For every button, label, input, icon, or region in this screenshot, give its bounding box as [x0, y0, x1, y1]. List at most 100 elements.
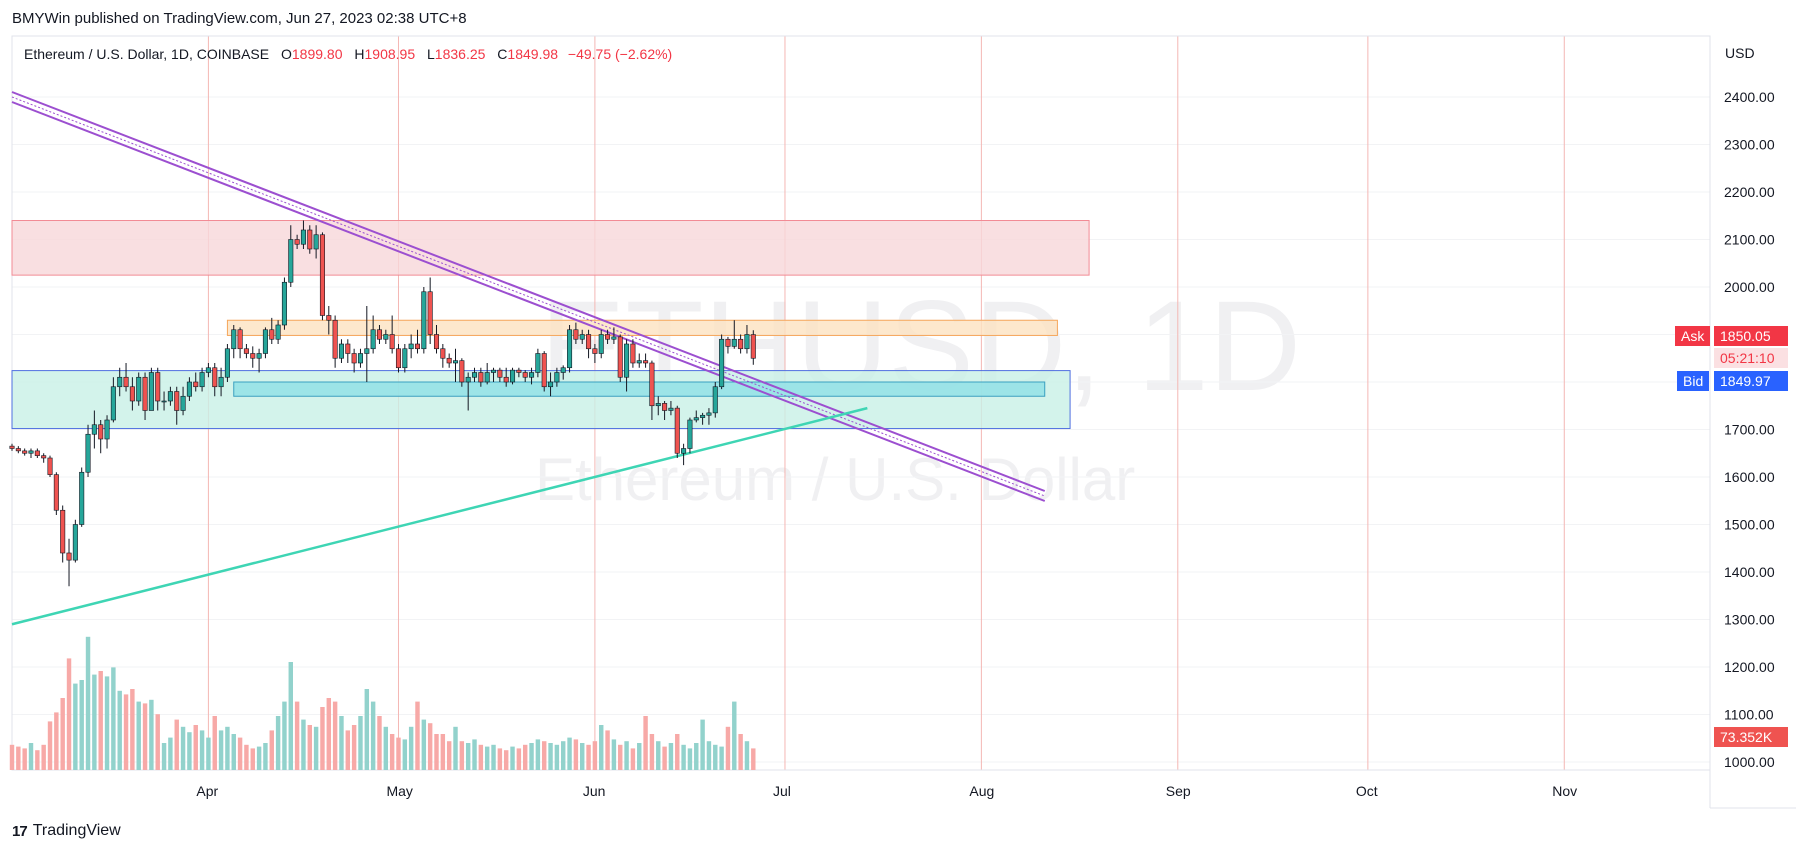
- candle-body: [655, 403, 661, 407]
- x-tick-label: Sep: [1166, 783, 1191, 799]
- volume-bar: [60, 698, 65, 770]
- volume-bar: [548, 743, 553, 770]
- candle-body: [193, 381, 199, 388]
- volume-bar: [35, 750, 40, 770]
- candle-body: [630, 343, 636, 364]
- candle-body: [231, 329, 237, 350]
- volume-bar: [618, 744, 623, 770]
- volume-bar: [656, 741, 661, 770]
- countdown-tag: 05:21:10: [1714, 348, 1788, 368]
- bid-label-tag: Bid: [1677, 371, 1710, 391]
- symbol-label[interactable]: Ethereum / U.S. Dollar, 1D, COINBASE: [24, 46, 270, 62]
- candle-body: [148, 372, 154, 411]
- candle-body: [91, 424, 97, 435]
- volume-bar: [282, 701, 287, 770]
- volume-bar: [98, 671, 103, 770]
- volume-bar: [522, 744, 528, 770]
- candle-body: [47, 457, 53, 475]
- y-tick-label: 2000.00: [1724, 279, 1775, 295]
- volume-bar: [706, 741, 712, 770]
- volume-bar: [307, 725, 313, 770]
- candle-body: [662, 403, 668, 411]
- candle-body: [332, 319, 338, 359]
- x-tick-label: Oct: [1356, 783, 1378, 799]
- volume-bar: [472, 739, 477, 770]
- candle-body: [681, 448, 687, 454]
- volume-bar: [541, 741, 547, 770]
- volume-bar: [206, 737, 211, 770]
- bid-price-tag: 1849.97: [1714, 371, 1788, 391]
- volume-bar: [592, 741, 598, 770]
- candle-body: [15, 448, 21, 452]
- candle-body: [72, 524, 78, 561]
- change-value: −49.75 (−2.62%): [567, 46, 673, 62]
- volume-bar: [738, 734, 743, 770]
- candle-body: [294, 239, 300, 245]
- volume-bar: [351, 725, 357, 770]
- volume-bar: [415, 701, 420, 770]
- volume-bar: [630, 748, 636, 770]
- volume-bar: [751, 748, 756, 770]
- candle-body: [731, 338, 737, 347]
- candle-body: [205, 367, 211, 373]
- volume-bar: [725, 726, 731, 770]
- volume-bar: [104, 676, 110, 770]
- candle-body: [376, 329, 382, 340]
- candle-body: [345, 343, 351, 354]
- candle-body: [567, 329, 573, 369]
- volume-bar: [484, 746, 490, 770]
- candle-body: [478, 372, 484, 383]
- volume-bar: [130, 689, 135, 770]
- candle-body: [9, 445, 15, 449]
- candle-body: [256, 353, 262, 359]
- volume-bar: [599, 725, 604, 770]
- volume-bar: [313, 726, 319, 770]
- candle-body: [34, 450, 40, 456]
- volume-bar: [580, 743, 585, 770]
- candle-body: [693, 417, 699, 421]
- candle-body: [262, 329, 268, 354]
- candle-body: [370, 329, 376, 350]
- volume-bar: [434, 734, 439, 770]
- candle-body: [624, 343, 630, 378]
- volume-bar: [510, 746, 515, 770]
- volume-bar: [358, 716, 363, 770]
- candle-body: [459, 360, 465, 383]
- candle-body: [497, 369, 503, 378]
- volume-bar: [250, 748, 255, 770]
- candle-body: [605, 334, 611, 340]
- y-tick-label: 1400.00: [1724, 564, 1775, 580]
- candle-body: [85, 433, 91, 473]
- candle-body: [313, 234, 319, 250]
- volume-bar: [744, 741, 750, 770]
- volume-bar: [567, 737, 572, 770]
- candle-body: [104, 419, 110, 440]
- published-header: BMYWin published on TradingView.com, Jun…: [12, 10, 467, 27]
- volume-bar: [320, 707, 325, 770]
- volume-bar: [275, 716, 281, 770]
- candle-body: [199, 372, 205, 388]
- candle-body: [161, 400, 167, 403]
- volume-bar: [586, 744, 591, 770]
- volume-bar: [187, 732, 192, 770]
- y-tick-label: 1700.00: [1724, 422, 1775, 438]
- channel-line-lower: [11, 101, 1046, 502]
- candle-body: [433, 334, 440, 350]
- close-value: 1849.98: [507, 46, 559, 62]
- candle-body: [598, 334, 604, 354]
- candle-body: [617, 336, 623, 378]
- candle-body: [471, 372, 478, 378]
- candle-body: [364, 348, 370, 354]
- volume-bar: [92, 674, 97, 770]
- volume-bar: [478, 744, 484, 770]
- volume-bar: [155, 714, 160, 770]
- y-tick-label: 1500.00: [1724, 517, 1775, 533]
- volume-bar: [535, 739, 541, 770]
- volume-bar: [16, 746, 21, 770]
- candle-body: [250, 353, 256, 359]
- candle-body: [427, 291, 433, 335]
- candle-body: [402, 348, 408, 369]
- candle-body: [60, 509, 66, 554]
- brand-name: TradingView: [32, 822, 121, 839]
